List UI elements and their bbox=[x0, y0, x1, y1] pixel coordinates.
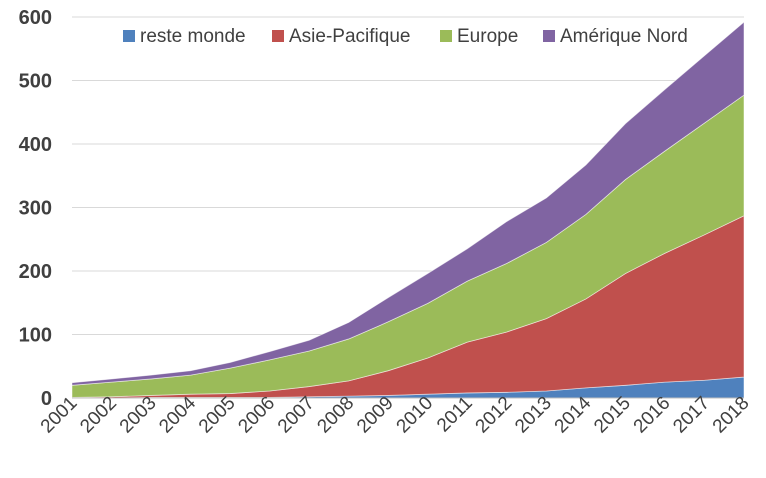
x-tick-label: 2018 bbox=[709, 393, 754, 438]
x-tick-label: 2012 bbox=[472, 393, 517, 438]
area-amerique-nord bbox=[71, 21, 745, 386]
areas bbox=[71, 21, 745, 399]
legend: reste monde Asie-Pacifique Europe Amérique … bbox=[123, 26, 688, 47]
x-tick-label: 2007 bbox=[274, 393, 319, 438]
legend-label-europe: Europe bbox=[457, 26, 518, 47]
x-tick-label: 2009 bbox=[353, 393, 398, 438]
legend-label-reste-monde: reste monde bbox=[140, 26, 246, 47]
y-tick-label: 100 bbox=[19, 325, 52, 347]
legend-label-amerique-nord: Amérique Nord bbox=[560, 26, 688, 47]
x-tick-label: 2017 bbox=[669, 393, 714, 438]
x-tick-label: 2015 bbox=[590, 393, 635, 438]
x-tick-label: 2006 bbox=[234, 393, 279, 438]
x-tick-label: 2008 bbox=[313, 393, 358, 438]
legend-swatch-europe bbox=[440, 30, 452, 42]
legend-swatch-asie-pacifique bbox=[272, 30, 284, 42]
legend-swatch-amerique-nord bbox=[543, 30, 555, 42]
x-tick-label: 2005 bbox=[195, 393, 240, 438]
x-tick-label: 2014 bbox=[551, 392, 596, 437]
y-tick-label: 600 bbox=[19, 7, 52, 29]
x-tick-label: 2003 bbox=[116, 393, 161, 438]
x-tick-label: 2004 bbox=[155, 392, 200, 437]
y-tick-label: 0 bbox=[41, 388, 52, 410]
x-tick-label: 2010 bbox=[393, 393, 438, 438]
x-tick-label: 2002 bbox=[76, 393, 121, 438]
y-tick-label: 400 bbox=[19, 134, 52, 156]
x-axis-ticks: 2001200220032004200520062007200820092010… bbox=[37, 392, 754, 437]
y-tick-label: 300 bbox=[19, 198, 52, 220]
x-tick-label: 2013 bbox=[511, 393, 556, 438]
legend-label-asie-pacifique: Asie-Pacifique bbox=[289, 26, 410, 47]
x-tick-label: 2011 bbox=[433, 393, 477, 437]
x-tick-label: 2016 bbox=[630, 393, 675, 438]
y-axis-ticks: 0 100 200 300 400 500 600 bbox=[19, 7, 52, 410]
y-tick-label: 200 bbox=[19, 261, 52, 283]
legend-swatch-reste-monde bbox=[123, 30, 135, 42]
y-tick-label: 500 bbox=[19, 71, 52, 93]
